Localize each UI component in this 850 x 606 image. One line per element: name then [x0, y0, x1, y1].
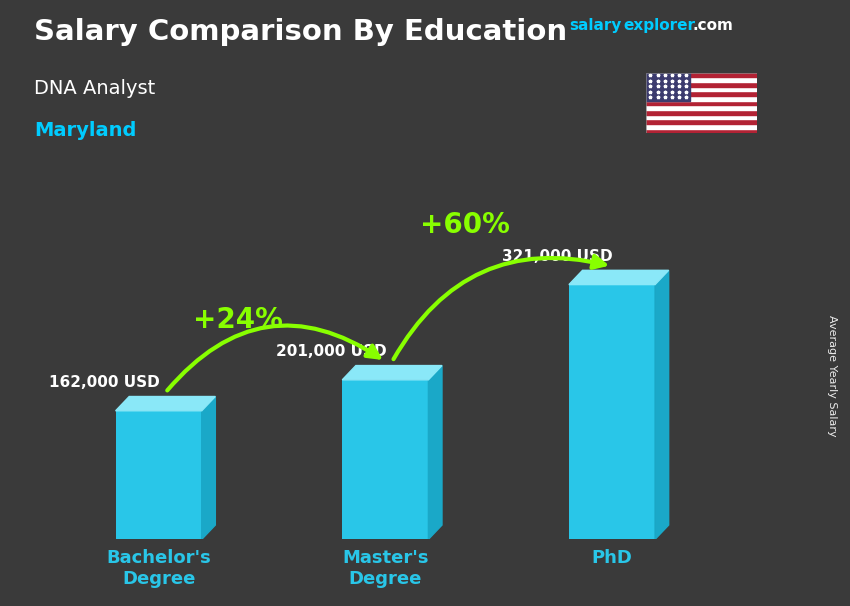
Bar — [646, 73, 690, 101]
Polygon shape — [343, 365, 442, 380]
Polygon shape — [428, 365, 442, 539]
Text: DNA Analyst: DNA Analyst — [34, 79, 156, 98]
Bar — [646, 82, 756, 87]
Bar — [646, 87, 756, 92]
Text: salary: salary — [570, 18, 622, 33]
Bar — [646, 73, 756, 78]
Text: Maryland: Maryland — [34, 121, 136, 140]
Text: +60%: +60% — [420, 210, 510, 239]
Polygon shape — [116, 396, 215, 411]
Polygon shape — [569, 270, 669, 285]
Bar — [646, 101, 756, 105]
Text: Salary Comparison By Education: Salary Comparison By Education — [34, 18, 567, 46]
Bar — [646, 128, 756, 133]
FancyBboxPatch shape — [343, 380, 428, 539]
Text: +24%: +24% — [193, 306, 283, 334]
Text: .com: .com — [693, 18, 734, 33]
Text: explorer: explorer — [623, 18, 695, 33]
Bar — [646, 105, 756, 110]
Text: 201,000 USD: 201,000 USD — [275, 344, 386, 359]
Bar — [646, 124, 756, 128]
Polygon shape — [655, 270, 669, 539]
Text: 162,000 USD: 162,000 USD — [49, 375, 160, 390]
FancyBboxPatch shape — [116, 411, 201, 539]
Bar — [646, 115, 756, 119]
Text: Average Yearly Salary: Average Yearly Salary — [827, 315, 837, 436]
Bar — [646, 96, 756, 101]
Bar — [646, 119, 756, 124]
Polygon shape — [201, 396, 215, 539]
FancyBboxPatch shape — [569, 285, 655, 539]
Bar — [646, 92, 756, 96]
Text: 321,000 USD: 321,000 USD — [502, 249, 613, 264]
Bar — [646, 110, 756, 115]
Bar — [646, 78, 756, 82]
